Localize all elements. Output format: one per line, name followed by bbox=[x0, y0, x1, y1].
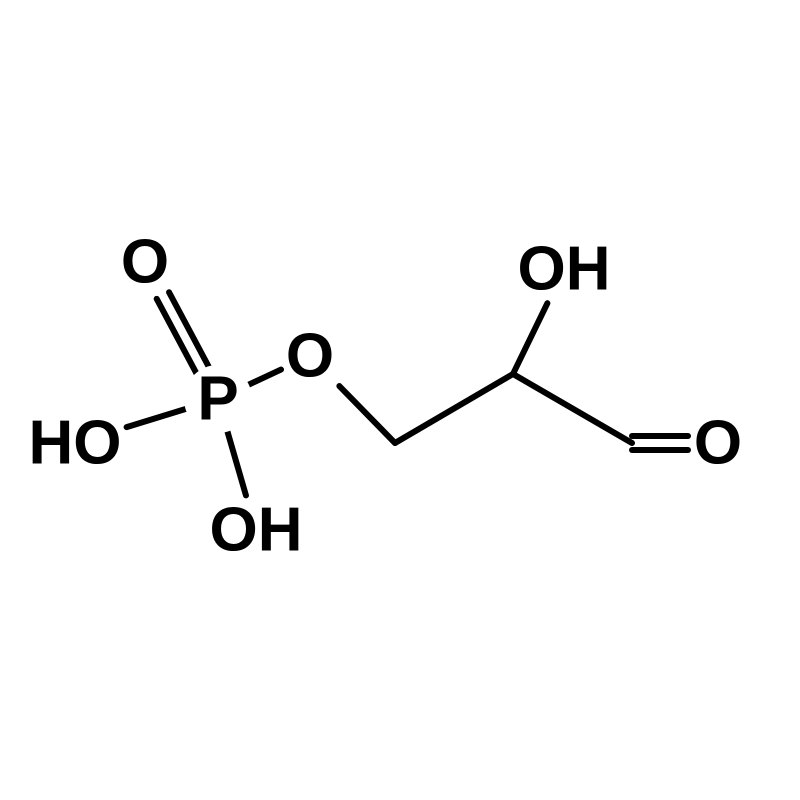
bond bbox=[513, 303, 547, 374]
molecule-diagram: OOHOOHOHOP bbox=[0, 0, 800, 800]
atom-label-OH_bottom: OH bbox=[210, 496, 303, 565]
atom-label-P: P bbox=[197, 365, 238, 434]
bond bbox=[395, 374, 513, 443]
bond bbox=[513, 374, 632, 443]
atom-label-OH_top: OH bbox=[518, 235, 611, 304]
atom-label-O_ester: O bbox=[286, 322, 334, 391]
atom-label-HO_left: HO bbox=[29, 409, 122, 478]
atom-label-O_ald: O bbox=[694, 409, 742, 478]
bond bbox=[339, 386, 395, 443]
atom-label-O_dbl_top: O bbox=[121, 228, 169, 297]
